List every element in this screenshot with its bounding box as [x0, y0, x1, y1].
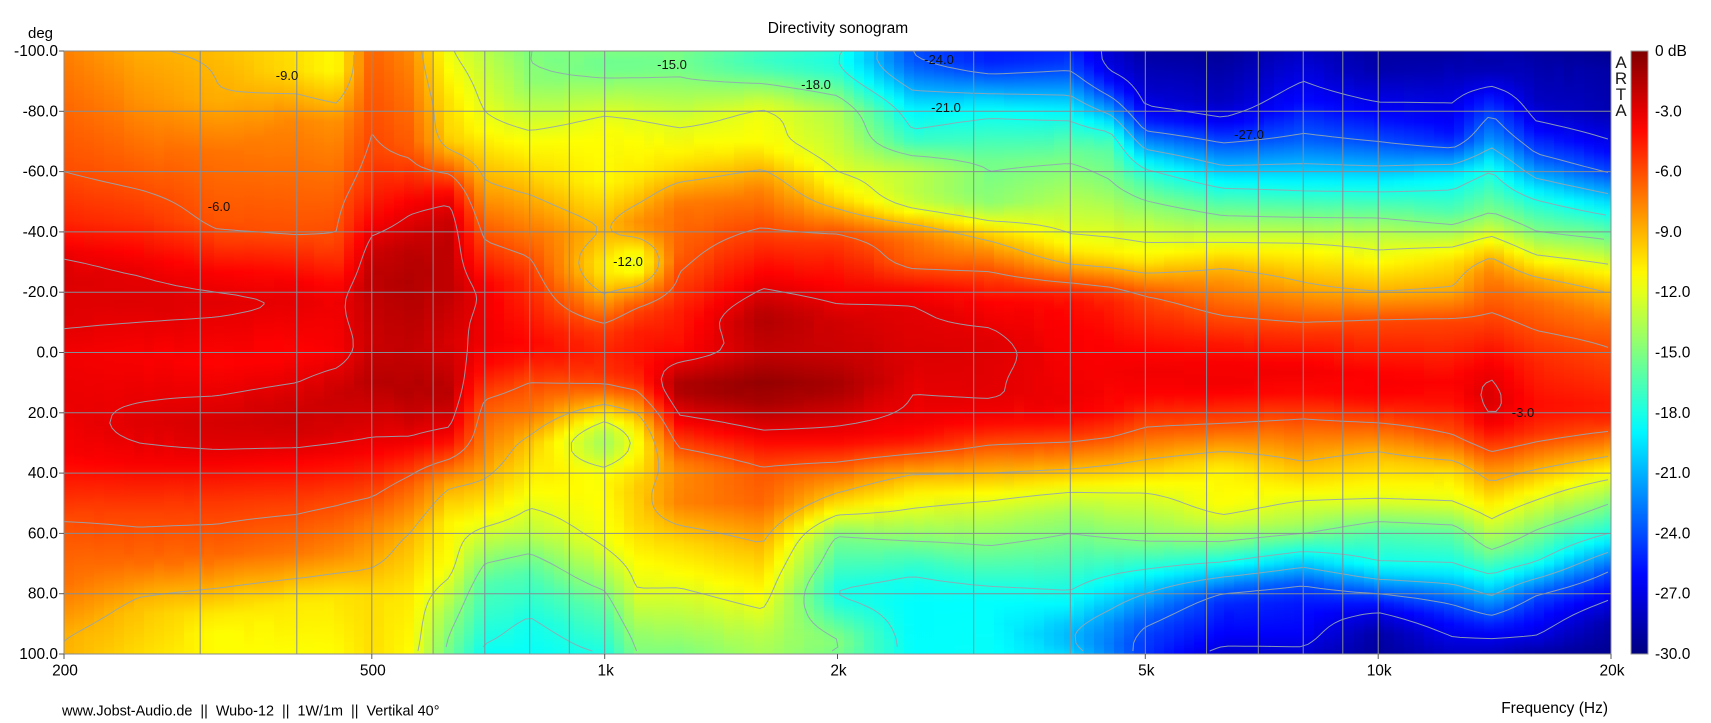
svg-text:80.0: 80.0 — [28, 586, 59, 603]
svg-text:2k: 2k — [830, 663, 847, 680]
svg-text:-21.0: -21.0 — [931, 100, 961, 115]
svg-text:1k: 1k — [598, 663, 615, 680]
svg-text:-18.0: -18.0 — [1655, 405, 1691, 422]
svg-text:-15.0: -15.0 — [657, 57, 687, 72]
svg-text:-12.0: -12.0 — [613, 254, 643, 269]
svg-text:0.0: 0.0 — [36, 345, 58, 362]
svg-text:-27.0: -27.0 — [1655, 586, 1691, 603]
svg-text:-6.0: -6.0 — [208, 199, 230, 214]
svg-text:A: A — [1615, 101, 1627, 120]
svg-text:Frequency (Hz): Frequency (Hz) — [1501, 700, 1608, 717]
svg-text:-9.0: -9.0 — [1655, 224, 1682, 241]
svg-text:-27.0: -27.0 — [1234, 127, 1264, 142]
svg-text:T: T — [1616, 85, 1626, 104]
svg-text:-60.0: -60.0 — [23, 164, 59, 181]
svg-text:200: 200 — [52, 663, 78, 680]
svg-text:500: 500 — [360, 663, 386, 680]
svg-text:-20.0: -20.0 — [23, 284, 59, 301]
svg-text:100.0: 100.0 — [19, 646, 58, 663]
svg-text:5k: 5k — [1138, 663, 1155, 680]
svg-text:-80.0: -80.0 — [23, 103, 59, 120]
svg-text:-9.0: -9.0 — [276, 68, 298, 83]
svg-text:40.0: 40.0 — [28, 465, 59, 482]
svg-text:10k: 10k — [1367, 663, 1392, 680]
svg-text:-24.0: -24.0 — [1655, 525, 1691, 542]
svg-text:-21.0: -21.0 — [1655, 465, 1691, 482]
svg-text:0 dB: 0 dB — [1655, 43, 1687, 60]
svg-text:-100.0: -100.0 — [14, 43, 58, 60]
svg-text:-24.0: -24.0 — [924, 52, 954, 67]
svg-text:Directivity sonogram: Directivity sonogram — [768, 20, 908, 37]
svg-text:-40.0: -40.0 — [23, 224, 59, 241]
svg-text:-18.0: -18.0 — [801, 77, 831, 92]
svg-text:-3.0: -3.0 — [1512, 405, 1534, 420]
svg-text:-3.0: -3.0 — [1655, 103, 1682, 120]
svg-text:R: R — [1615, 69, 1627, 88]
svg-text:-30.0: -30.0 — [1655, 646, 1691, 663]
svg-text:-6.0: -6.0 — [1655, 164, 1682, 181]
svg-text:-12.0: -12.0 — [1655, 284, 1691, 301]
svg-text:60.0: 60.0 — [28, 525, 59, 542]
svg-text:20k: 20k — [1600, 663, 1625, 680]
svg-text:20.0: 20.0 — [28, 405, 59, 422]
svg-text:deg: deg — [28, 25, 53, 42]
svg-text:-15.0: -15.0 — [1655, 345, 1691, 362]
svg-text:www.Jobst-Audio.de || Wubo-1: www.Jobst-Audio.de || Wubo-12 || 1W/1m |… — [61, 704, 439, 720]
svg-text:A: A — [1615, 53, 1627, 72]
